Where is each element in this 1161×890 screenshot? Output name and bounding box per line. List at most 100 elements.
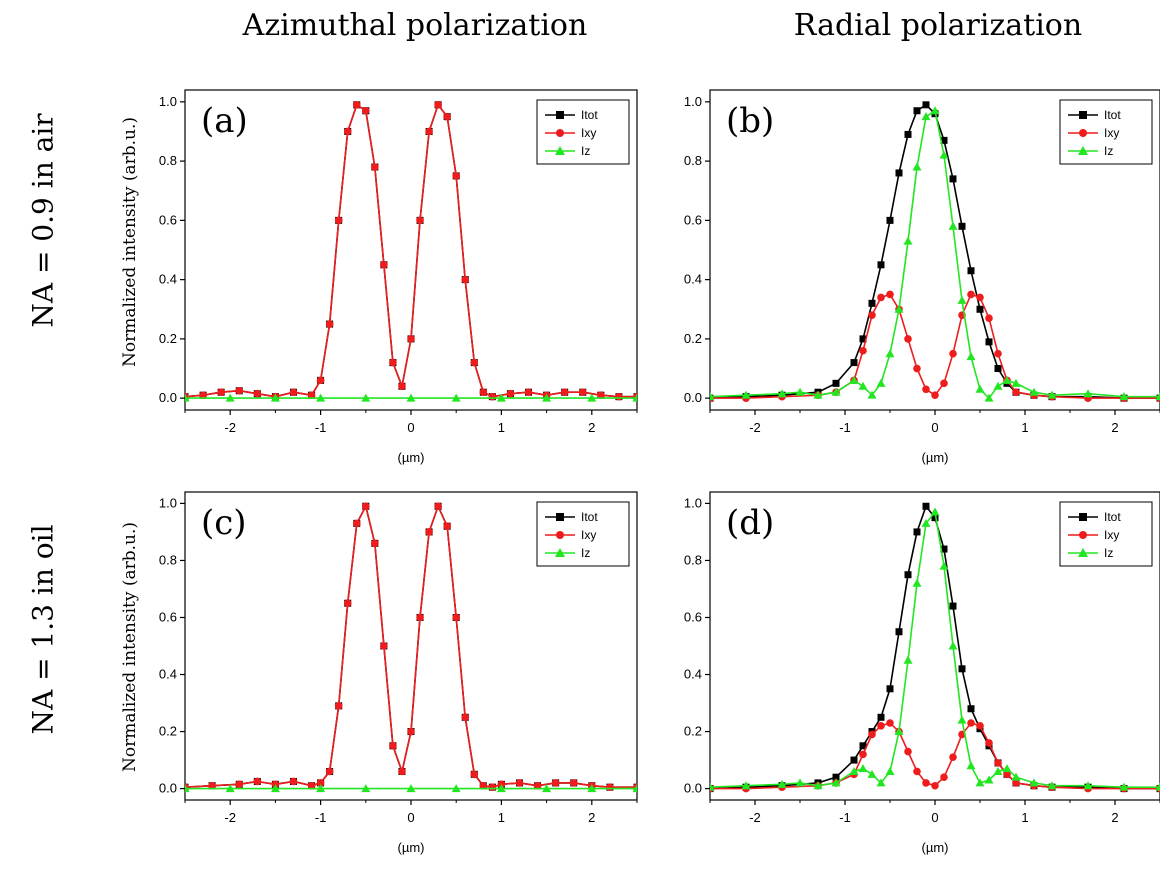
point-ixy: [334, 702, 343, 710]
point-itot: [832, 379, 840, 387]
point-ixy: [452, 172, 461, 180]
point-iz: [1119, 782, 1129, 791]
point-ixy: [859, 750, 867, 759]
point-iz: [542, 784, 552, 793]
point-ixy: [615, 392, 623, 401]
legend-marker: [1079, 111, 1087, 119]
point-ixy: [352, 519, 361, 528]
point-iz: [948, 641, 958, 650]
point-iz: [185, 784, 190, 793]
point-iz: [1029, 778, 1039, 787]
x-tick-label: -1: [839, 420, 851, 435]
point-iz: [858, 381, 868, 390]
point-iz: [903, 655, 913, 664]
point-iz: [957, 715, 967, 724]
point-ixy: [371, 163, 379, 171]
point-ixy: [208, 781, 216, 790]
legend-marker: [1079, 531, 1087, 539]
point-ixy: [235, 780, 244, 789]
point-iz: [1047, 390, 1057, 399]
point-ixy: [994, 759, 1002, 767]
point-ixy: [976, 722, 984, 730]
column-title-radial: Radial polarization: [793, 8, 1083, 43]
point-ixy: [597, 391, 605, 399]
point-ixy: [407, 727, 415, 736]
point-iz: [831, 778, 841, 787]
point-ixy: [389, 358, 397, 367]
point-itot: [949, 602, 957, 610]
legend-label-ixy: Ixy: [581, 528, 596, 542]
point-ixy: [886, 719, 894, 727]
point-ixy: [434, 101, 442, 109]
point-ixy: [443, 112, 451, 121]
x-tick-label: -1: [315, 810, 327, 825]
legend-marker: [1078, 548, 1088, 557]
x-axis-label: (µm): [922, 450, 949, 465]
legend-label-iz: Iz: [581, 546, 590, 560]
y-tick-label: 0.2: [159, 331, 177, 346]
point-ixy: [967, 290, 975, 299]
point-iz: [930, 507, 940, 516]
x-axis-label: (µm): [922, 840, 949, 855]
point-ixy: [398, 382, 406, 391]
point-iz: [876, 778, 886, 787]
point-itot: [877, 713, 885, 721]
point-ixy: [452, 613, 461, 622]
point-ixy: [985, 739, 993, 747]
point-iz: [777, 779, 787, 788]
point-itot: [850, 359, 858, 367]
x-tick-label: 2: [588, 810, 595, 825]
point-ixy: [868, 311, 876, 319]
point-ixy: [325, 320, 334, 328]
point-ixy: [362, 106, 370, 115]
legend-label-itot: Itot: [1104, 108, 1121, 122]
point-ixy: [253, 777, 262, 786]
point-iz: [316, 393, 326, 402]
point-iz: [1155, 392, 1160, 401]
series-line-ixy: [710, 293, 1160, 399]
y-tick-label: 0.4: [684, 667, 702, 682]
point-iz: [993, 381, 1003, 390]
point-iz: [984, 775, 994, 784]
legend-marker: [555, 548, 565, 557]
point-ixy: [352, 101, 361, 109]
point-ixy: [334, 216, 343, 225]
y-tick-label: 0.2: [159, 724, 177, 739]
point-ixy: [931, 391, 939, 399]
point-iz: [813, 781, 823, 790]
y-tick-label: 0.2: [684, 331, 702, 346]
point-iz: [885, 349, 895, 358]
point-iz: [921, 518, 931, 527]
point-ixy: [931, 781, 939, 790]
point-ixy: [488, 392, 497, 401]
point-ixy: [1012, 779, 1020, 787]
point-ixy: [1003, 770, 1011, 779]
point-iz: [813, 390, 823, 399]
point-ixy: [904, 747, 912, 756]
point-ixy: [470, 770, 479, 779]
chart-panel-b: 0.0 0.2 0.4 0.6 0.8 1.0 -2 -1 0 1 2 (µm) (b) Itot Ixy I…: [684, 89, 1160, 465]
y-tick-label: 0.6: [684, 212, 702, 227]
point-iz: [876, 378, 886, 387]
legend-label-ixy: Ixy: [581, 126, 596, 140]
point-itot: [940, 545, 948, 553]
legend-label-itot: Itot: [1104, 510, 1121, 524]
point-ixy: [859, 346, 867, 355]
point-iz: [587, 393, 597, 402]
point-itot: [994, 365, 1002, 373]
point-itot: [886, 216, 894, 224]
point-ixy: [949, 349, 957, 358]
point-iz: [984, 393, 994, 402]
y-tick-label: 0.0: [684, 390, 702, 405]
point-ixy: [199, 391, 207, 399]
legend-box: [1059, 501, 1153, 567]
point-ixy: [434, 502, 442, 511]
legend-marker: [555, 146, 565, 155]
point-iz: [406, 784, 416, 793]
y-tick-label: 0.8: [684, 552, 702, 567]
point-iz: [1011, 772, 1021, 781]
point-iz: [587, 784, 597, 793]
legend-label-itot: Itot: [581, 108, 598, 122]
point-iz: [912, 162, 922, 171]
point-itot: [940, 136, 948, 144]
